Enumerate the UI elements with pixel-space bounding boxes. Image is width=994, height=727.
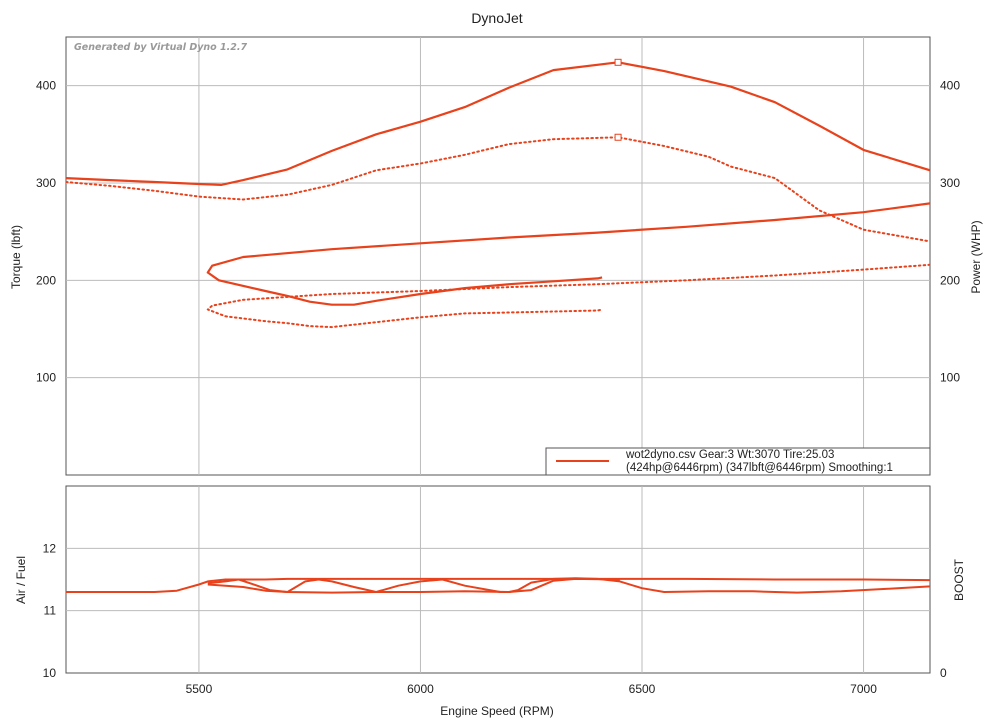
torque-axis-label: Torque (lbft) — [9, 225, 23, 289]
power-axis-label: Power (WHP) — [969, 220, 983, 293]
torque-tick-label: 400 — [36, 79, 56, 93]
air-fuel-tick-label: 12 — [43, 541, 57, 555]
air-fuel-axis-label: Air / Fuel — [14, 556, 28, 604]
torque-tick-label: 100 — [36, 371, 56, 385]
air-fuel-tick-label: 10 — [43, 666, 57, 680]
boost-axis-label: BOOST — [952, 558, 966, 601]
air-fuel-tick-label: 11 — [44, 604, 57, 618]
torque-power-grid — [66, 37, 930, 475]
power-tick-label: 100 — [940, 371, 960, 385]
air-fuel-curve-0 — [66, 577, 930, 593]
legend-box — [545, 447, 931, 476]
legend-line-2: (424hp@6446rpm) (347lbft@6446rpm) Smooth… — [626, 462, 893, 474]
torque-tick-label: 300 — [36, 176, 56, 190]
rpm-ticks: 5500 6000 6500 7000 — [186, 682, 878, 696]
peak-marker-2 — [614, 58, 622, 66]
power-curve-0 — [206, 202, 930, 306]
power-tick-label: 300 — [940, 176, 960, 190]
torque-tick-label: 200 — [36, 273, 56, 287]
legend: wot2dyno.csv Gear:3 Wt:3070 Tire:25.03 (… — [545, 447, 931, 476]
power-curve-2 — [66, 61, 930, 186]
boost-tick-label: 0 — [940, 666, 947, 680]
torque-power-curves — [66, 58, 930, 329]
torque-curve-3 — [66, 136, 930, 243]
generator-watermark: Generated by Virtual Dyno 1.2.7 — [74, 42, 247, 53]
x-tick-label: 6000 — [407, 682, 434, 696]
air-fuel-curves — [66, 577, 930, 594]
legend-line-1: wot2dyno.csv Gear:3 Wt:3070 Tire:25.03 — [625, 449, 834, 461]
x-tick-label: 6500 — [629, 682, 656, 696]
x-tick-label: 5500 — [186, 682, 213, 696]
torque-curve-1 — [206, 263, 930, 329]
power-tick-label: 200 — [940, 273, 960, 287]
peak-marker-3 — [614, 133, 622, 141]
air-fuel-ticks: 10 11 12 0 — [43, 541, 947, 680]
power-tick-label: 400 — [940, 79, 960, 93]
x-tick-label: 7000 — [850, 682, 877, 696]
chart-title: DynoJet — [471, 10, 522, 26]
rpm-axis-label: Engine Speed (RPM) — [440, 704, 553, 718]
air-fuel-curve-2 — [207, 577, 620, 594]
torque-power-ticks: 100 200 300 400 100 200 300 400 — [36, 79, 960, 385]
torque-power-plot-frame — [65, 36, 931, 476]
